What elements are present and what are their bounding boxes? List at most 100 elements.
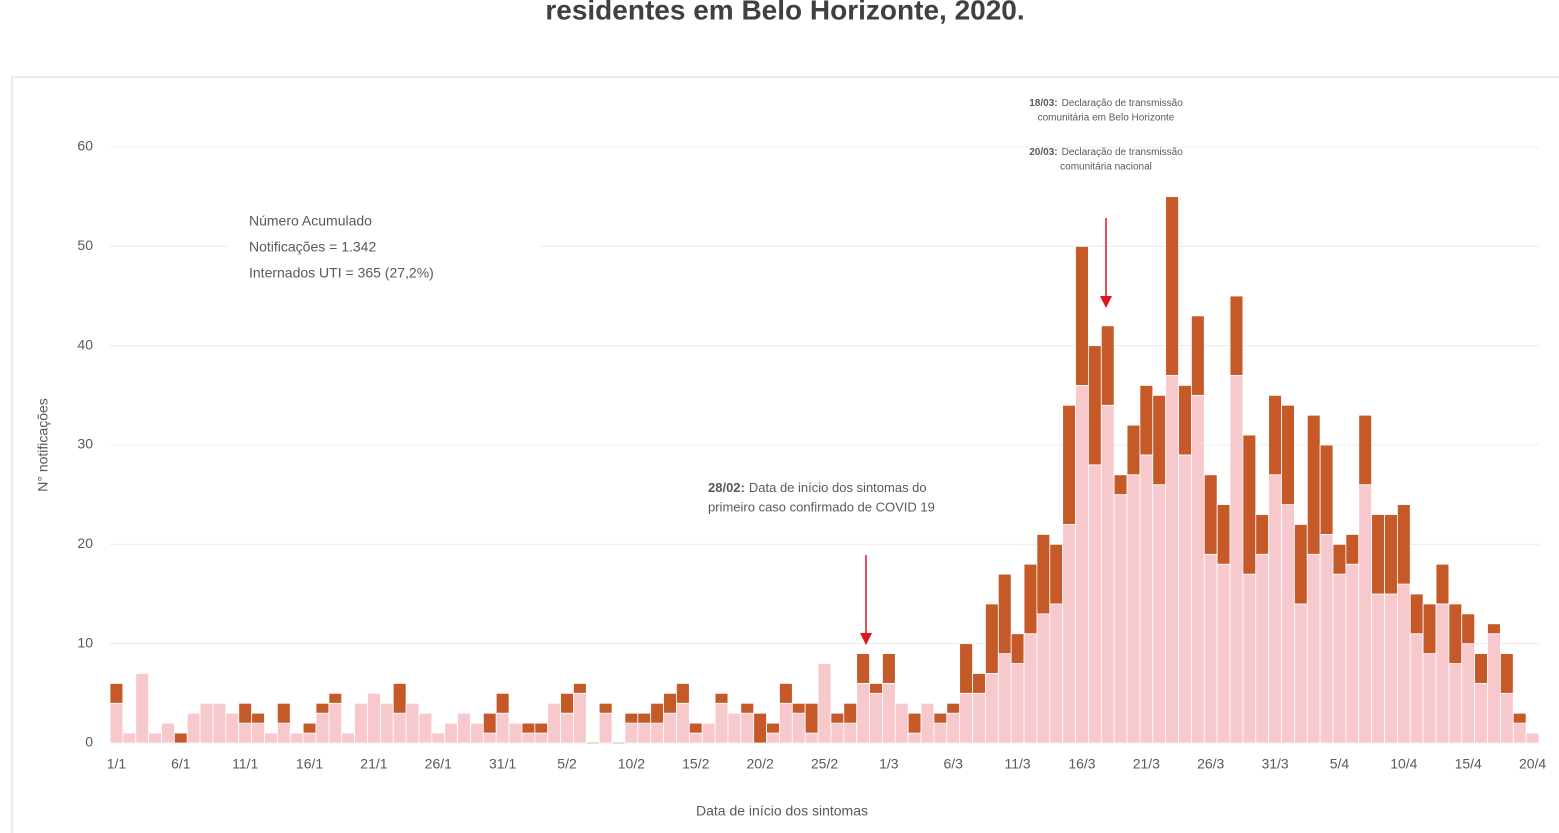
bar-segment: [701, 722, 716, 744]
bar-segment: [959, 692, 973, 744]
bar-segment: [1293, 603, 1308, 744]
bar-segment: [508, 722, 523, 744]
bar-segment: [1191, 315, 1205, 396]
x-axis-label: Data de início dos sintomas: [696, 803, 868, 819]
bar-segment: [1113, 494, 1128, 744]
bar-segment: [521, 722, 536, 734]
bar-segment: [1126, 474, 1141, 744]
bar-segment: [1242, 434, 1257, 575]
bar-segment: [727, 712, 742, 744]
bar-segment: [1396, 504, 1411, 585]
bar-segment: [1088, 464, 1102, 744]
bar-segment: [1448, 603, 1463, 664]
y-tick-label: 20: [77, 535, 93, 551]
bar-segment: [676, 702, 690, 744]
bar-segment: [1010, 633, 1025, 664]
bar-segment: [830, 722, 845, 744]
x-tick-label: 20/4: [1519, 756, 1546, 772]
bar-segment: [1384, 593, 1398, 744]
bar-segment: [830, 712, 845, 724]
bar-segment: [907, 732, 922, 744]
bar-segment: [663, 692, 677, 714]
bar-segment: [238, 702, 253, 724]
bar-segment: [1332, 573, 1347, 744]
annotation: 18/03: Declaração de transmissão: [1029, 98, 1183, 109]
bar-segment: [688, 722, 703, 734]
annotation-text: Declaração de transmissão: [1062, 147, 1184, 158]
summary-line: Internados UTI = 365 (27,2%): [249, 265, 434, 281]
x-tick-label: 11/1: [232, 756, 258, 772]
bar-segment: [560, 692, 574, 714]
bar-segment: [1088, 345, 1102, 466]
bar-segment: [1152, 394, 1167, 486]
bar-segment: [624, 722, 639, 744]
bar-segment: [779, 683, 793, 704]
bar-segment: [1100, 325, 1115, 406]
bar-segment: [1023, 563, 1038, 635]
x-tick-label: 16/3: [1068, 756, 1095, 772]
bar-segment: [392, 712, 407, 744]
bar-segment: [856, 653, 870, 684]
x-tick-label: 5/2: [557, 756, 577, 772]
bar-segment: [573, 692, 587, 744]
bar-segment: [920, 702, 935, 744]
bar-segment: [907, 712, 922, 734]
bar-segment: [392, 683, 407, 714]
bar-segment: [1474, 653, 1488, 684]
bar-segment: [1474, 683, 1488, 744]
y-axis-label: N° notificações: [35, 398, 51, 492]
bar-segment: [1255, 514, 1270, 555]
bar-segment: [688, 732, 703, 744]
bar-segment: [1113, 474, 1128, 496]
bar-segment: [212, 702, 227, 744]
bar-segment: [650, 722, 664, 744]
bar-segment: [1435, 563, 1450, 605]
x-tick-label: 5/4: [1330, 756, 1350, 772]
bar-segment: [418, 712, 433, 744]
bar-segment: [1281, 504, 1295, 744]
bar-segment: [714, 692, 729, 704]
y-tick-label: 60: [77, 138, 93, 154]
summary-line: Notificações = 1.342: [249, 239, 376, 255]
bar-segment: [997, 653, 1012, 744]
x-tick-label: 10/2: [618, 756, 645, 772]
bar-segment: [1036, 534, 1051, 615]
chart-title: residentes em Belo Horizonte, 2020.: [545, 0, 1024, 25]
bar-segment: [251, 722, 265, 744]
bar-segment: [804, 702, 819, 734]
bar-segment: [1358, 484, 1373, 744]
bar-segment: [637, 722, 652, 744]
bar-segment: [1062, 524, 1076, 744]
bar-segment: [122, 732, 137, 744]
bar-segment: [1049, 543, 1064, 605]
bar-segment: [946, 712, 961, 744]
bar-segment: [779, 702, 793, 744]
bar-segment: [328, 702, 343, 744]
bar-segment: [161, 722, 175, 744]
bar-segment: [791, 702, 806, 714]
arrow-head: [1100, 296, 1112, 308]
y-tick-label: 40: [77, 336, 93, 352]
bar-segment: [1371, 514, 1385, 595]
bar-segment: [1396, 583, 1411, 744]
bar-segment: [560, 712, 574, 744]
y-tick-label: 50: [77, 237, 93, 253]
bar-segment: [135, 673, 150, 744]
bar-segment: [766, 722, 780, 734]
bar-segment: [1487, 633, 1501, 744]
bar-segment: [598, 702, 613, 714]
bar-segment: [173, 732, 188, 744]
annotation: primeiro caso confirmado de COVID 19: [708, 499, 935, 514]
bar-segment: [1255, 553, 1270, 744]
bar-segment: [1499, 692, 1514, 744]
summary-line: Número Acumulado: [249, 213, 372, 229]
bar-segment: [1332, 543, 1347, 575]
x-tick-label: 6/3: [944, 756, 964, 772]
annotation: comunitária nacional: [1060, 162, 1152, 173]
x-tick-label: 16/1: [296, 756, 323, 772]
bar-segment: [1152, 484, 1167, 744]
bar-segment: [482, 712, 497, 734]
bar-segment: [302, 732, 317, 744]
